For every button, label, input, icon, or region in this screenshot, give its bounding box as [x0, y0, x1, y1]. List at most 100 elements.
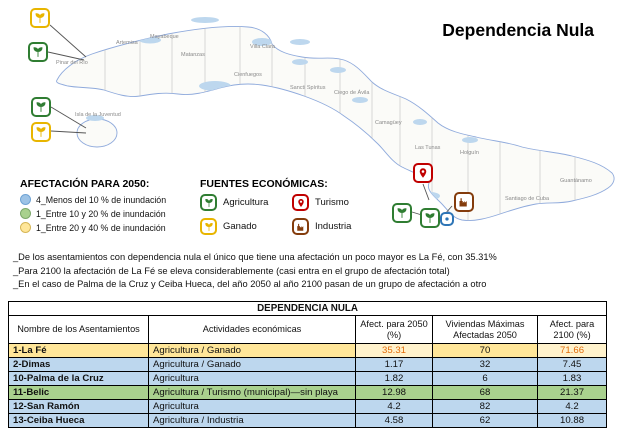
- table-header-row: Nombre de los Asentamientos Actividades …: [8, 315, 608, 344]
- viviendas-cell: 68: [432, 385, 538, 400]
- dependencia-nula-table: DEPENDENCIA NULA Nombre de los Asentamie…: [7, 301, 608, 428]
- afect-2050-cell: 1.82: [355, 371, 433, 386]
- column-header: Viviendas Máximas Afectadas 2050: [432, 315, 538, 344]
- settlement-name: 11-Belic: [8, 385, 149, 400]
- legend-item: Industria: [292, 218, 392, 235]
- note-line: _De los asentamientos con dependencia nu…: [13, 252, 497, 262]
- table-title: DEPENDENCIA NULA: [7, 301, 608, 316]
- afectacion-baja-marker: [440, 212, 454, 226]
- afect-2100-cell: 10.88: [536, 413, 608, 428]
- legend-item-label: Turismo: [315, 197, 349, 208]
- yellow-dot-icon: [20, 222, 31, 233]
- legend-item-label: Industria: [315, 221, 352, 232]
- afect-2100-cell: 1.83: [536, 371, 608, 386]
- legend-item: Turismo: [292, 194, 392, 211]
- activities-cell: Agricultura / Industria: [148, 413, 356, 428]
- legend-item: Agricultura: [200, 194, 288, 211]
- afect-2100-cell: 21.37: [536, 385, 608, 400]
- province-label: Cienfuegos: [234, 72, 262, 78]
- legend-item: 1_Entre 10 y 20 % de inundación: [20, 208, 192, 219]
- map-pin-icon: [419, 168, 427, 178]
- afect-2100-cell: 7.45: [536, 357, 608, 372]
- table-row: 1-La Fé Agricultura / Ganado 35.31 70 71…: [8, 343, 608, 358]
- cuba-map: Dependencia Nula Pinar del Río Artemisa …: [20, 8, 615, 236]
- legend-item-label: 1_Entre 20 y 40 % de inundación: [36, 222, 166, 233]
- ganado-icon: [200, 218, 217, 235]
- turismo-icon: [292, 194, 309, 211]
- factory-icon: [459, 198, 467, 207]
- blue-dot-icon: [20, 194, 31, 205]
- settlement-name: 10-Palma de la Cruz: [8, 371, 149, 386]
- dot-icon: [445, 217, 449, 221]
- province-label: Guantánamo: [560, 178, 592, 184]
- agricultura-icon: [200, 194, 217, 211]
- activities-cell: Agricultura / Ganado: [148, 343, 356, 358]
- settlement-name: 2-Dimas: [8, 357, 149, 372]
- activities-cell: Agricultura: [148, 371, 356, 386]
- table-title-row: DEPENDENCIA NULA: [7, 301, 608, 316]
- province-label: Sancti Spíritus: [290, 85, 326, 91]
- agricultura-marker: [392, 203, 412, 223]
- sprout-icon: [35, 13, 45, 23]
- turismo-marker: [413, 163, 433, 183]
- afect-2050-cell: 35.31: [355, 343, 433, 358]
- legend-fuentes-title: FUENTES ECONÓMICAS:: [200, 178, 328, 190]
- legend-item-label: 1_Entre 10 y 20 % de inundación: [36, 208, 166, 219]
- viviendas-cell: 70: [432, 343, 538, 358]
- afect-2100-cell: 4.2: [536, 399, 608, 414]
- viviendas-cell: 32: [432, 357, 538, 372]
- legend-item: 1_Entre 20 y 40 % de inundación: [20, 222, 192, 233]
- note-line: _Para 2100 la afectación de La Fé se ele…: [13, 265, 450, 276]
- province-label: Las Tunas: [415, 145, 441, 151]
- industria-marker: [454, 192, 474, 212]
- viviendas-cell: 62: [432, 413, 538, 428]
- notes-block: _De los asentamientos con dependencia nu…: [13, 251, 497, 292]
- legend-item: 4_Menos del 10 % de inundación: [20, 194, 192, 205]
- afect-2050-cell: 4.58: [355, 413, 433, 428]
- agricultura-marker: [420, 208, 440, 228]
- ganado-marker: [31, 122, 51, 142]
- table-row: 2-Dimas Agricultura / Ganado 1.17 32 7.4…: [8, 357, 608, 372]
- sprout-icon: [425, 213, 435, 223]
- province-label: Matanzas: [181, 52, 205, 58]
- province-label: Villa Clara: [250, 44, 275, 50]
- sprout-icon: [36, 102, 46, 112]
- province-label: Santiago de Cuba: [505, 196, 550, 202]
- legend-item-label: 4_Menos del 10 % de inundación: [36, 194, 167, 205]
- legend-item-label: Agricultura: [223, 197, 269, 208]
- legend-afectacion: AFECTACIÓN PARA 2050: 4_Menos del 10 % d…: [20, 178, 192, 236]
- sprout-icon: [36, 127, 46, 137]
- sprout-icon: [397, 208, 407, 218]
- settlement-name: 1-La Fé: [8, 343, 149, 358]
- legend-item-label: Ganado: [223, 221, 257, 232]
- legend-fuentes: FUENTES ECONÓMICAS: Agricultura Turismo …: [200, 178, 400, 235]
- legend-item: Ganado: [200, 218, 288, 235]
- cuba-map-svg: [47, 17, 615, 221]
- afect-2100-cell: 71.66: [536, 343, 608, 358]
- note-line: _En el caso de Palma de la Cruz y Ceiba …: [13, 279, 487, 290]
- province-label: Pinar del Río: [56, 60, 88, 66]
- table-row: 12-San Ramón Agricultura 4.2 82 4.2: [8, 399, 608, 414]
- activities-cell: Agricultura: [148, 399, 356, 414]
- afect-2050-cell: 1.17: [355, 357, 433, 372]
- viviendas-cell: 6: [432, 371, 538, 386]
- province-label: Mayabeque: [150, 34, 179, 40]
- column-header: Afect. para 2100 (%): [536, 315, 608, 344]
- province-label: Holguín: [460, 150, 479, 156]
- column-header: Actividades económicas: [148, 315, 356, 344]
- column-header: Nombre de los Asentamientos: [8, 315, 149, 344]
- table-row: 13-Ceiba Hueca Agricultura / Industria 4…: [8, 413, 608, 428]
- province-label: Isla de la Juventud: [75, 112, 121, 118]
- province-label: Ciego de Ávila: [334, 90, 370, 96]
- agricultura-marker: [28, 42, 48, 62]
- province-label: Artemisa: [116, 40, 138, 46]
- settlement-name: 13-Ceiba Hueca: [8, 413, 149, 428]
- page-title: Dependencia Nula: [442, 20, 594, 40]
- sprout-icon: [33, 47, 43, 57]
- table-row: 11-Belic Agricultura / Turismo (municipa…: [8, 385, 608, 400]
- legend-afectacion-title: AFECTACIÓN PARA 2050:: [20, 178, 150, 190]
- agricultura-marker: [31, 97, 51, 117]
- activities-cell: Agricultura / Turismo (municipal)—sin pl…: [148, 385, 356, 400]
- table-row: 10-Palma de la Cruz Agricultura 1.82 6 1…: [8, 371, 608, 386]
